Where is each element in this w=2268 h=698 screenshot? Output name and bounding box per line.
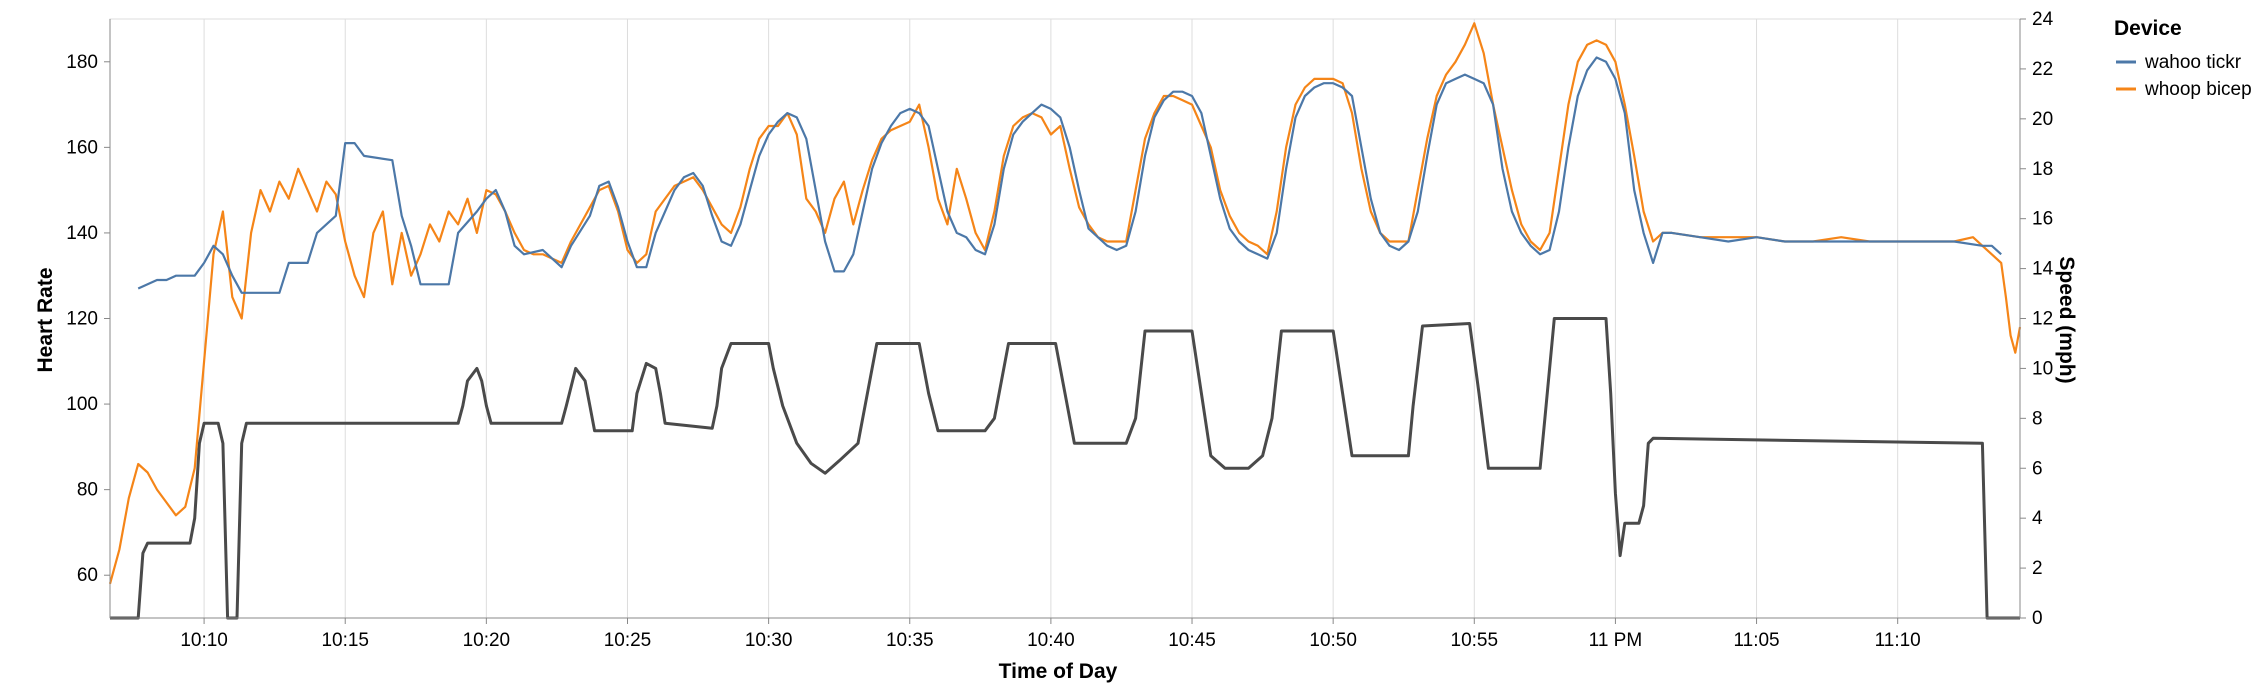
y-axis-left-title: Heart Rate (34, 267, 57, 372)
x-tick-label: 10:25 (604, 630, 652, 651)
y-right-tick-label: 0 (2032, 608, 2043, 629)
y-left-tick-label: 80 (77, 480, 98, 501)
y-right-tick-label: 14 (2032, 259, 2054, 280)
legend-label-wahoo-tickr: wahoo tickr (2144, 52, 2242, 73)
y-right-tick-label: 24 (2032, 9, 2054, 30)
series-line-wahoo-tickr (137, 56, 2002, 294)
x-tick-label: 10:20 (463, 630, 511, 651)
series-line-speed (110, 317, 2020, 620)
x-tick-label: 10:35 (886, 630, 934, 651)
series-line-whoop-bicep (108, 22, 2022, 585)
y-right-tick-label: 10 (2032, 358, 2053, 379)
series-layer (108, 22, 2022, 620)
x-tick-label: 10:50 (1309, 630, 1357, 651)
x-tick-label: 11:10 (1875, 630, 1921, 651)
x-tick-label: 10:15 (321, 630, 369, 651)
plot-frame (109, 18, 2021, 619)
grid (109, 18, 2021, 619)
y-left-tick-label: 60 (77, 565, 98, 586)
y-right-tick-label: 12 (2032, 309, 2053, 330)
y-right-tick-label: 22 (2032, 59, 2053, 80)
x-tick-label: 10:10 (180, 630, 228, 651)
x-tick-label: 10:45 (1168, 630, 1216, 651)
axes: 10:10 10:15 10:20 10:25 10:30 10:35 10:40 10:45… (66, 9, 2053, 651)
legend-title: Device (2114, 17, 2182, 40)
legend-entry-wahoo-tickr: wahoo tickr (2116, 52, 2242, 73)
y-left-tick-label: 100 (66, 394, 98, 415)
y-left-tick-label: 160 (66, 137, 98, 158)
x-tick-label: 10:55 (1451, 630, 1499, 651)
y-right-tick-label: 2 (2032, 558, 2043, 579)
x-axis-title: Time of Day (999, 660, 1118, 683)
x-tick-label: 11:05 (1733, 630, 1779, 651)
y-right-tick-label: 8 (2032, 408, 2043, 429)
y-axis-right-title: Speed (mph) (2055, 256, 2078, 383)
y-right-tick-label: 16 (2032, 209, 2053, 230)
y-right-tick-label: 18 (2032, 159, 2053, 180)
y-right-tick-label: 4 (2032, 508, 2043, 529)
x-tick-label: 10:40 (1027, 630, 1075, 651)
y-left-tick-label: 140 (66, 223, 98, 244)
legend-entry-whoop-bicep: whoop bicep (2116, 79, 2252, 100)
y-right-tick-label: 20 (2032, 109, 2053, 130)
x-tick-label: 10:30 (745, 630, 793, 651)
y-right-tick-label: 6 (2032, 458, 2043, 479)
y-left-tick-label: 180 (66, 52, 98, 73)
legend: Device wahoo tickr whoop bicep (2114, 17, 2252, 100)
y-left-tick-label: 120 (66, 309, 98, 330)
x-tick-label: 11 PM (1589, 630, 1643, 651)
legend-label-whoop-bicep: whoop bicep (2144, 79, 2252, 100)
